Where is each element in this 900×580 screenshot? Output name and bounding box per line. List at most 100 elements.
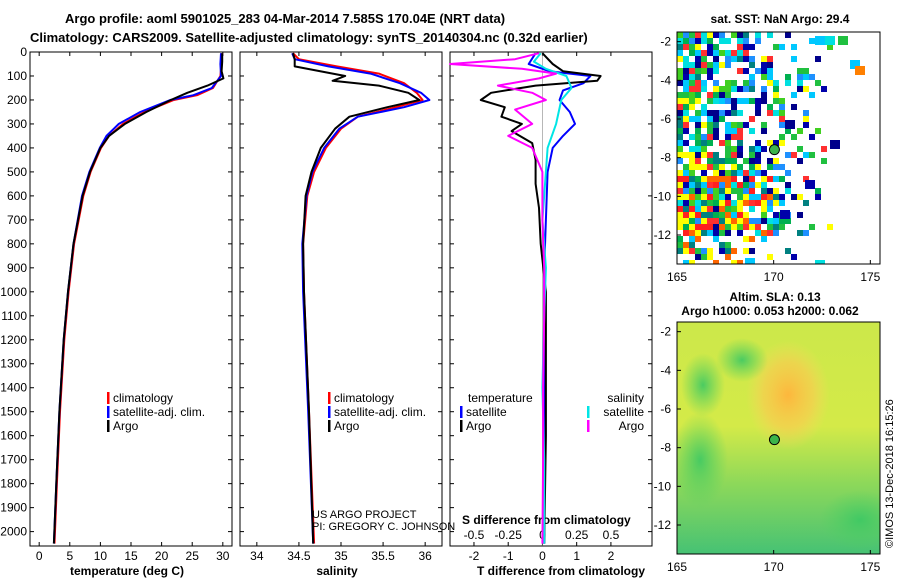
sst-cell [749, 44, 755, 50]
sst-cell [725, 62, 731, 68]
sst-cell [745, 258, 755, 264]
sst-cell [731, 56, 737, 62]
y-tick-label: 1100 [1, 309, 27, 323]
y-tick-label: 900 [7, 261, 27, 275]
sst-cell [701, 248, 707, 254]
sst-cell [749, 236, 755, 242]
y-tick-label: 0 [20, 45, 27, 59]
sst-cell [749, 218, 755, 224]
project-annotation: US ARGO PROJECT [312, 509, 417, 521]
sst-cell [713, 206, 719, 212]
y-tick-label: 500 [7, 165, 27, 179]
sst-cell [677, 128, 683, 134]
sst-cell [701, 110, 707, 116]
sst-cell [749, 158, 755, 164]
sst-cell [695, 74, 701, 80]
legend-label: Argo [619, 419, 645, 433]
sst-cell [743, 38, 749, 44]
sst-cell [767, 110, 773, 116]
sst-cell [677, 110, 683, 116]
sst-cell [701, 50, 707, 56]
sst-cell [749, 74, 755, 80]
x-tick-label: 1 [573, 549, 580, 563]
sst-cell [695, 230, 701, 236]
sst-cell [683, 104, 689, 110]
sst-cell [779, 104, 785, 110]
sst-map-cells [677, 32, 865, 264]
sst-cell [755, 230, 761, 236]
header-line-1: Argo profile: aoml 5901025_283 04-Mar-20… [65, 11, 505, 26]
sst-cell [695, 128, 701, 134]
sst-cell [731, 86, 737, 92]
sst-cell [707, 194, 713, 200]
sst-cell [701, 188, 707, 194]
sst-cell [731, 32, 737, 38]
y-tick-label: 1700 [0, 453, 27, 467]
sst-cell [677, 242, 683, 248]
sst-cell [695, 146, 701, 152]
sst-cell [761, 188, 767, 194]
sst-cell [767, 194, 773, 200]
sst-cell [707, 230, 713, 236]
sst-cell [725, 146, 731, 152]
sst-cell [677, 134, 683, 140]
y-tick-label: 800 [7, 237, 27, 251]
sst-cell [785, 152, 791, 158]
sst-cell [677, 194, 683, 200]
sst-cell [683, 224, 689, 230]
sst-cell [713, 158, 719, 164]
sst-cell [695, 182, 701, 188]
sst-cell [713, 32, 719, 38]
sst-cell [755, 146, 761, 152]
sst-cell [701, 104, 707, 110]
sst-cell [719, 92, 725, 98]
top-axis-label: S difference from climatology [462, 513, 631, 527]
sst-cell [725, 92, 731, 98]
sst-cell [677, 92, 683, 98]
sst-cell [803, 110, 809, 116]
sst-cell [767, 218, 773, 224]
sst-cell [743, 68, 749, 74]
x-tick-label: 25 [186, 549, 200, 563]
sst-cell [725, 224, 731, 230]
sst-cell [749, 164, 755, 170]
sst-cell [689, 200, 695, 206]
sst-cell [755, 158, 761, 164]
sst-cell [683, 128, 689, 134]
sst-cell [780, 210, 790, 219]
y-tick-label: 1000 [0, 285, 27, 299]
sst-cell [695, 38, 701, 44]
y-tick-label: 700 [7, 213, 27, 227]
sst-cell [779, 134, 785, 140]
sst-cell [809, 92, 815, 98]
sst-cell [677, 236, 683, 242]
sst-cell [719, 170, 725, 176]
sst-cell [689, 260, 695, 264]
sst-cell [689, 92, 695, 98]
sst-cell [761, 230, 767, 236]
sst-cell [743, 170, 749, 176]
sst-cell [713, 260, 719, 264]
y-tick-label: 600 [7, 189, 27, 203]
sst-cell [713, 200, 719, 206]
sst-cell [773, 98, 779, 104]
map-y-tick-label: -4 [660, 73, 671, 87]
sst-cell [689, 68, 695, 74]
sst-cell [701, 194, 707, 200]
y-tick-label: 100 [7, 69, 27, 83]
top-tick-label: -0.5 [464, 528, 485, 542]
x-axis-label: salinity [316, 564, 358, 578]
sst-cell [695, 212, 701, 218]
sst-cell [725, 158, 731, 164]
sst-map-frame [676, 31, 881, 265]
sst-cell [749, 188, 755, 194]
sst-cell [785, 120, 795, 129]
sst-cell [827, 224, 833, 230]
sst-cell [761, 218, 767, 224]
sst-cell [815, 56, 821, 62]
series-argo [52, 53, 225, 544]
sst-cell [743, 158, 749, 164]
x-tick-label: 34 [250, 549, 264, 563]
sst-cell [713, 92, 719, 98]
sst-cell [785, 218, 791, 224]
